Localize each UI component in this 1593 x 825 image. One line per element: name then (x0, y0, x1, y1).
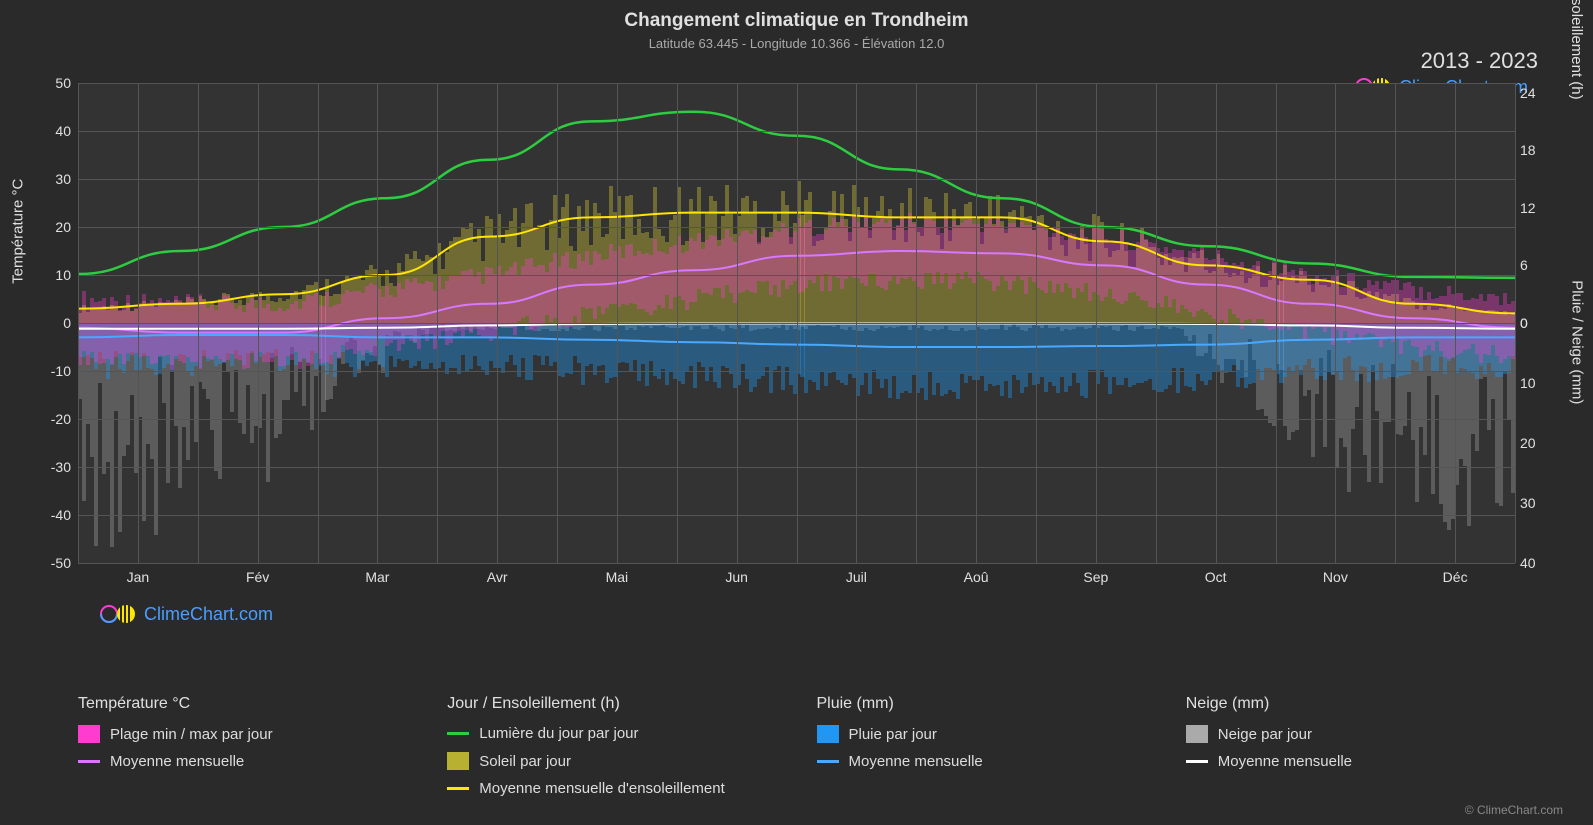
y-tick-left: -50 (23, 555, 71, 571)
legend-item: Moyenne mensuelle (817, 753, 1146, 770)
x-tick-month: Jan (127, 569, 150, 585)
legend-swatch (817, 760, 839, 763)
legend-col-day: Jour / Ensoleillement (h) Lumière du jou… (447, 695, 776, 807)
legend-swatch (78, 760, 100, 763)
legend-label: Soleil par jour (479, 753, 571, 770)
legend: Température °C Plage min / max par jour M… (78, 695, 1515, 807)
y-tick-left: 10 (23, 267, 71, 283)
y-tick-left: -40 (23, 507, 71, 523)
legend-header: Neige (mm) (1186, 695, 1515, 713)
legend-label: Moyenne mensuelle (1218, 753, 1352, 770)
brand-text: ClimeChart.com (144, 604, 273, 625)
x-tick-month: Avr (487, 569, 508, 585)
y-axis-right-title-2: Pluie / Neige (mm) (1569, 280, 1586, 404)
legend-header: Température °C (78, 695, 407, 713)
legend-col-snow: Neige (mm) Neige par jour Moyenne mensuel… (1186, 695, 1515, 807)
chart-title: Changement climatique en Trondheim (0, 0, 1593, 32)
legend-swatch (1186, 760, 1208, 763)
y-tick-right-hours: 18 (1520, 142, 1555, 158)
x-tick-month: Mar (365, 569, 389, 585)
x-tick-month: Fév (246, 569, 269, 585)
legend-swatch (447, 732, 469, 735)
legend-swatch (447, 752, 469, 770)
y-tick-left: -20 (23, 411, 71, 427)
legend-item: Neige par jour (1186, 725, 1515, 743)
x-tick-month: Juil (846, 569, 867, 585)
chart-subtitle: Latitude 63.445 - Longitude 10.366 - Élé… (0, 32, 1593, 51)
legend-swatch (817, 725, 839, 743)
logo-icon (100, 603, 138, 625)
y-tick-right-mm: 40 (1520, 555, 1555, 571)
y-tick-left: 40 (23, 123, 71, 139)
y-tick-right-mm: 0 (1520, 315, 1555, 331)
legend-label: Moyenne mensuelle (849, 753, 983, 770)
y-tick-right-hours: 12 (1520, 200, 1555, 216)
y-tick-right-hours: 6 (1520, 257, 1555, 273)
legend-label: Plage min / max par jour (110, 726, 273, 743)
y-tick-right-mm: 20 (1520, 435, 1555, 451)
brand-logo-bottom: ClimeChart.com (100, 603, 273, 625)
legend-swatch (447, 787, 469, 790)
y-tick-left: -30 (23, 459, 71, 475)
legend-col-rain: Pluie (mm) Pluie par jour Moyenne mensuel… (817, 695, 1146, 807)
x-tick-month: Oct (1205, 569, 1227, 585)
legend-label: Neige par jour (1218, 726, 1312, 743)
legend-swatch (1186, 725, 1208, 743)
plot-region: -50-40-30-20-100102030405006121824010203… (78, 83, 1515, 563)
y-tick-right-mm: 10 (1520, 375, 1555, 391)
y-tick-left: 20 (23, 219, 71, 235)
y-tick-left: -10 (23, 363, 71, 379)
legend-label: Moyenne mensuelle d'ensoleillement (479, 780, 725, 797)
x-tick-month: Nov (1323, 569, 1348, 585)
x-tick-month: Sep (1083, 569, 1108, 585)
legend-item: Soleil par jour (447, 752, 776, 770)
legend-header: Pluie (mm) (817, 695, 1146, 713)
x-tick-month: Aoû (964, 569, 989, 585)
x-tick-month: Déc (1443, 569, 1468, 585)
y-tick-right-hours: 24 (1520, 85, 1555, 101)
legend-item: Moyenne mensuelle (78, 753, 407, 770)
legend-item: Moyenne mensuelle d'ensoleillement (447, 780, 776, 797)
y-axis-right-title-1: Jour / Ensoleillement (h) (1569, 0, 1586, 100)
legend-item: Lumière du jour par jour (447, 725, 776, 742)
legend-item: Moyenne mensuelle (1186, 753, 1515, 770)
chart-area: Température °C Jour / Ensoleillement (h)… (78, 68, 1515, 588)
y-tick-left: 0 (23, 315, 71, 331)
y-tick-left: 30 (23, 171, 71, 187)
x-tick-month: Jun (725, 569, 748, 585)
legend-col-temp: Température °C Plage min / max par jour M… (78, 695, 407, 807)
legend-label: Lumière du jour par jour (479, 725, 638, 742)
x-tick-month: Mai (606, 569, 629, 585)
y-tick-left: 50 (23, 75, 71, 91)
copyright: © ClimeChart.com (1465, 803, 1563, 817)
legend-label: Pluie par jour (849, 726, 937, 743)
legend-item: Plage min / max par jour (78, 725, 407, 743)
legend-swatch (78, 725, 100, 743)
legend-label: Moyenne mensuelle (110, 753, 244, 770)
legend-item: Pluie par jour (817, 725, 1146, 743)
y-tick-right-mm: 30 (1520, 495, 1555, 511)
legend-header: Jour / Ensoleillement (h) (447, 695, 776, 713)
